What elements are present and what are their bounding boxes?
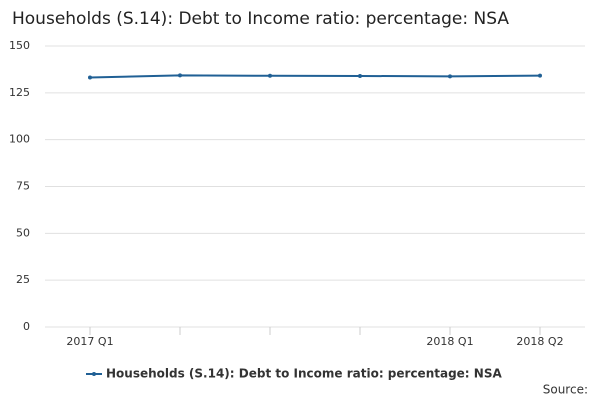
x-tick-label: 2018 Q2 <box>516 335 563 348</box>
x-tick-label: 2018 Q1 <box>426 335 473 348</box>
point <box>178 73 182 78</box>
x-tick-label: 2017 Q1 <box>66 335 113 348</box>
point <box>358 73 362 78</box>
point <box>268 73 272 78</box>
y-tick-label: 50 <box>16 226 30 239</box>
point <box>448 74 452 79</box>
point <box>538 73 542 78</box>
y-tick-label: 100 <box>9 133 30 146</box>
y-tick-label: 75 <box>16 180 30 193</box>
point <box>88 75 92 80</box>
legend-marker <box>92 372 96 376</box>
line <box>89 74 541 79</box>
chart-title: Households (S.14): Debt to Income ratio:… <box>12 9 509 29</box>
legend-label: Households (S.14): Debt to Income ratio:… <box>106 367 502 381</box>
y-tick-label: 150 <box>9 39 30 52</box>
y-tick-label: 0 <box>23 320 30 333</box>
y-tick-label: 125 <box>9 86 30 99</box>
source: Source: <box>543 383 588 397</box>
y-tick-label: 25 <box>16 273 30 286</box>
